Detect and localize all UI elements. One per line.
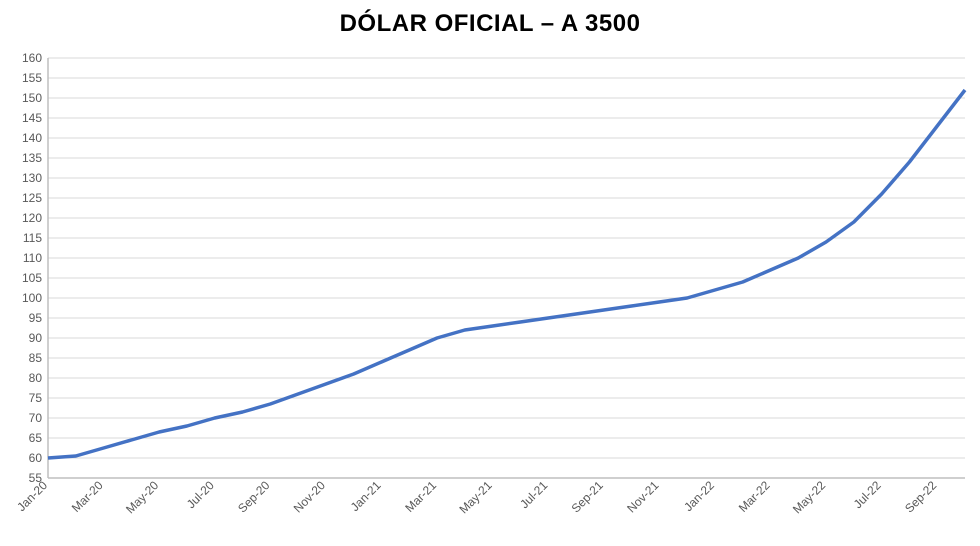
chart-container: DÓLAR OFICIAL – A 3500 55606570758085909…	[0, 0, 980, 546]
x-tick-label: May-22	[790, 478, 828, 516]
x-tick-label: Jul-20	[184, 478, 217, 511]
y-tick-label: 160	[22, 51, 42, 65]
y-tick-label: 100	[22, 291, 42, 305]
x-tick-label: May-21	[457, 478, 495, 516]
y-tick-label: 140	[22, 131, 42, 145]
x-tick-label: Jul-22	[851, 478, 884, 511]
line-chart: 5560657075808590951001051101151201251301…	[0, 48, 980, 546]
x-tick-label: Sep-21	[569, 478, 606, 515]
y-tick-label: 85	[29, 351, 43, 365]
x-tick-label: Jul-21	[517, 478, 550, 511]
y-tick-label: 155	[22, 71, 42, 85]
y-tick-label: 150	[22, 91, 42, 105]
y-tick-label: 130	[22, 171, 42, 185]
x-tick-label: Jan-22	[681, 478, 717, 514]
x-tick-label: Jan-21	[348, 478, 384, 514]
x-tick-label: Mar-21	[402, 478, 439, 515]
y-tick-label: 70	[29, 411, 43, 425]
y-tick-label: 115	[23, 231, 42, 245]
x-tick-label: Nov-20	[291, 478, 328, 515]
y-tick-label: 105	[22, 271, 42, 285]
y-tick-label: 80	[29, 371, 43, 385]
x-tick-label: Nov-21	[624, 478, 661, 515]
y-tick-label: 135	[22, 151, 42, 165]
x-tick-label: Sep-22	[902, 478, 939, 515]
x-tick-label: May-20	[123, 478, 161, 516]
y-tick-label: 60	[29, 451, 43, 465]
data-line	[48, 90, 965, 458]
y-tick-label: 65	[29, 431, 43, 445]
x-tick-label: Sep-20	[235, 478, 272, 515]
y-tick-label: 75	[29, 391, 43, 405]
chart-title: DÓLAR OFICIAL – A 3500	[0, 0, 980, 48]
y-tick-label: 95	[29, 311, 43, 325]
x-tick-label: Mar-22	[736, 478, 773, 515]
y-tick-label: 120	[22, 211, 42, 225]
y-tick-label: 90	[29, 331, 43, 345]
y-tick-label: 110	[23, 251, 42, 265]
y-tick-label: 125	[22, 191, 42, 205]
x-tick-label: Mar-20	[69, 478, 106, 515]
y-tick-label: 145	[22, 111, 42, 125]
